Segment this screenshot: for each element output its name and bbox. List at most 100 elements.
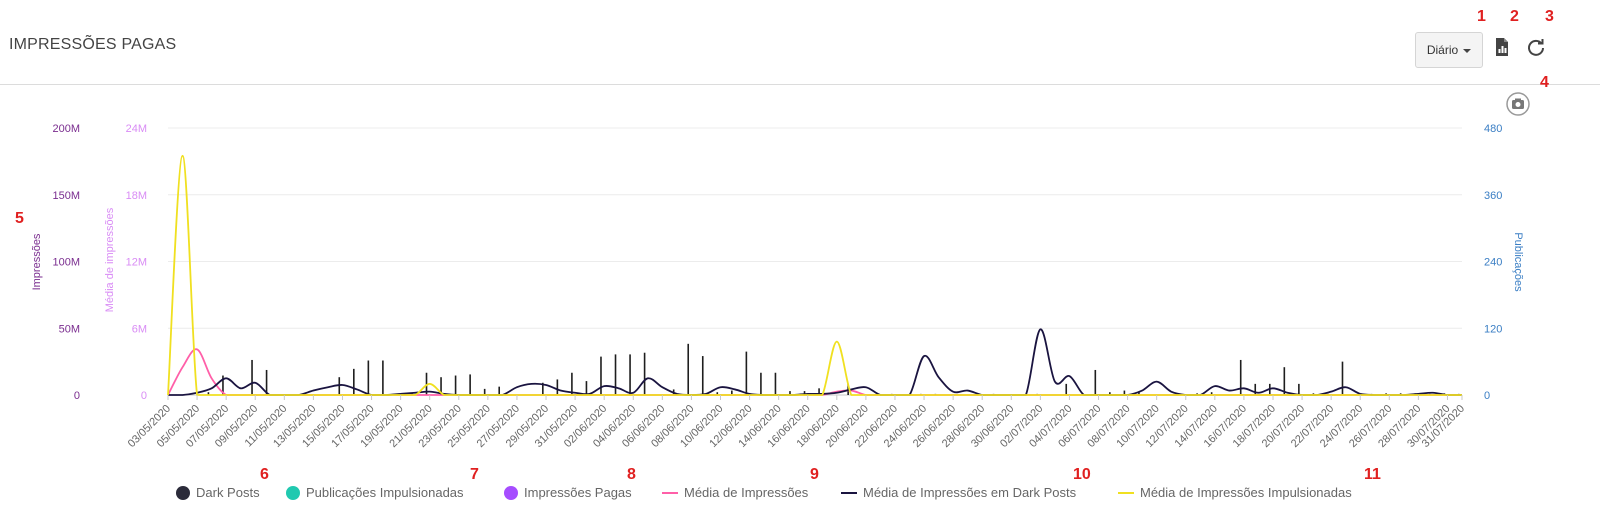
bar-dark-posts [483, 388, 486, 395]
y-tick-label-publicacoes: 0 [1484, 390, 1490, 402]
refresh-button[interactable] [1524, 35, 1548, 59]
y-tick-label-publicacoes: 120 [1484, 323, 1502, 335]
y-tick-label-publicacoes: 240 [1484, 257, 1502, 269]
y-tick-label-impressoes: 200M [52, 123, 80, 135]
page-title: IMPRESSÕES PAGAS [9, 36, 177, 53]
annotation-4: 4 [1540, 74, 1549, 91]
legend-swatch [286, 485, 300, 500]
y-tick-label-publicacoes: 480 [1484, 123, 1502, 135]
bar-dark-posts [265, 369, 268, 395]
line-m-dia-de-impress-es-em-dark-posts [168, 328, 1462, 396]
y-tick-label-media: 12M [126, 257, 147, 269]
bar-dark-posts [774, 372, 777, 395]
chart-header: IMPRESSÕES PAGAS Diário [0, 0, 1600, 85]
annotation-2: 2 [1510, 8, 1519, 25]
legend-swatch [662, 491, 678, 494]
bar-dark-posts [1138, 392, 1140, 395]
y-tick-label-publicacoes: 360 [1484, 190, 1502, 202]
bar-dark-posts [207, 392, 210, 395]
bar-dark-posts [600, 356, 602, 395]
y-tick-label-media: 24M [126, 123, 147, 135]
bar-dark-posts [1094, 369, 1097, 395]
y-axis-title-media: Média de impressões [104, 207, 116, 312]
bar-dark-posts [1254, 383, 1257, 395]
legend-swatch [176, 485, 190, 500]
bar-dark-posts [614, 354, 617, 395]
chart-legend: Dark Posts Publicações Impulsionadas Imp… [0, 485, 1600, 507]
bar-dark-posts [353, 368, 355, 395]
annotation-6: 6 [260, 466, 269, 483]
bar-dark-posts [571, 372, 573, 395]
bar-dark-posts [440, 377, 442, 395]
impressions-chart: 0 50M 100M 150M 200M 0 6M 12M 18M 24M 0 120 240 360 48… [31, 123, 1524, 450]
bar-dark-posts [687, 343, 690, 395]
legend-label: Impressões Pagas [524, 485, 632, 500]
legend-label: Média de Impressões Impulsionadas [1140, 485, 1352, 500]
legend-swatch [841, 491, 857, 494]
annotation-9: 9 [810, 466, 819, 483]
camera-icon [1506, 92, 1530, 116]
annotation-10: 10 [1073, 466, 1091, 483]
bar-dark-posts [760, 372, 762, 395]
bar-dark-posts [643, 352, 646, 395]
bar-dark-posts [1298, 383, 1300, 395]
bar-dark-posts [1341, 361, 1344, 395]
bar-dark-posts [367, 360, 370, 395]
bar-dark-posts [629, 354, 631, 395]
legend-item-media-impulsionadas[interactable]: Média de Impressões Impulsionadas [1118, 485, 1352, 500]
y-tick-label-impressoes: 0 [74, 390, 80, 402]
legend-item-publicacoes-impulsionadas[interactable]: Publicações Impulsionadas [286, 485, 464, 500]
bar-dark-posts [469, 374, 471, 395]
y-axis-title-publicacoes: Publicações [1512, 232, 1524, 292]
bar-dark-posts [789, 391, 791, 395]
line-m-dia-de-impress-es [167, 348, 1462, 396]
bar-dark-posts [498, 386, 501, 395]
document-chart-icon [1496, 38, 1508, 56]
legend-item-impressoes-pagas[interactable]: Impressões Pagas [504, 485, 632, 500]
bar-dark-posts [1065, 383, 1068, 395]
y-tick-label-media: 6M [132, 323, 147, 335]
bar-dark-posts [716, 392, 719, 395]
refresh-icon [1528, 39, 1544, 56]
bar-dark-posts [222, 375, 224, 395]
y-tick-label-media: 0 [141, 390, 147, 402]
y-tick-label-impressoes: 50M [59, 323, 80, 335]
legend-item-media-dark-posts[interactable]: Média de Impressões em Dark Posts [841, 485, 1076, 500]
bar-dark-posts [731, 390, 733, 395]
legend-item-dark-posts[interactable]: Dark Posts [176, 485, 260, 500]
legend-swatch [1118, 491, 1134, 494]
y-tick-label-media: 18M [126, 190, 147, 202]
line-m-dia-de-impress-es-impulsionadas [167, 154, 1462, 396]
bar-dark-posts [701, 356, 704, 395]
bar-dark-posts [338, 377, 341, 395]
bar-dark-posts [585, 381, 588, 395]
chevron-down-icon [1463, 49, 1472, 53]
bar-dark-posts [1123, 390, 1126, 395]
legend-label: Publicações Impulsionadas [306, 485, 464, 500]
bar-dark-posts [1239, 359, 1242, 395]
bar-dark-posts [542, 382, 544, 395]
legend-label: Dark Posts [196, 485, 260, 500]
legend-item-media-impressoes[interactable]: Média de Impressões [662, 485, 808, 500]
legend-label: Média de Impressões em Dark Posts [863, 485, 1077, 500]
period-dropdown[interactable]: Diário [1415, 32, 1483, 68]
annotation-8: 8 [627, 466, 636, 483]
bar-dark-posts [818, 388, 820, 395]
export-button[interactable] [1490, 35, 1514, 59]
bar-dark-posts [1210, 392, 1213, 395]
bar-dark-posts [425, 372, 428, 395]
bar-dark-posts [382, 360, 384, 395]
bar-dark-posts [556, 379, 559, 395]
screenshot-button[interactable] [1506, 92, 1530, 116]
bar-dark-posts [1109, 392, 1111, 395]
annotation-5: 5 [15, 210, 24, 227]
period-dropdown-label: Diário [1426, 43, 1459, 57]
bar-dark-posts [745, 351, 748, 395]
legend-swatch [504, 485, 518, 500]
bar-dark-posts [1283, 367, 1286, 395]
annotation-7: 7 [470, 466, 479, 483]
annotation-3: 3 [1545, 8, 1554, 25]
y-tick-label-impressoes: 100M [52, 257, 80, 269]
legend-label: Média de Impressões [684, 485, 809, 500]
bar-dark-posts [454, 375, 457, 395]
